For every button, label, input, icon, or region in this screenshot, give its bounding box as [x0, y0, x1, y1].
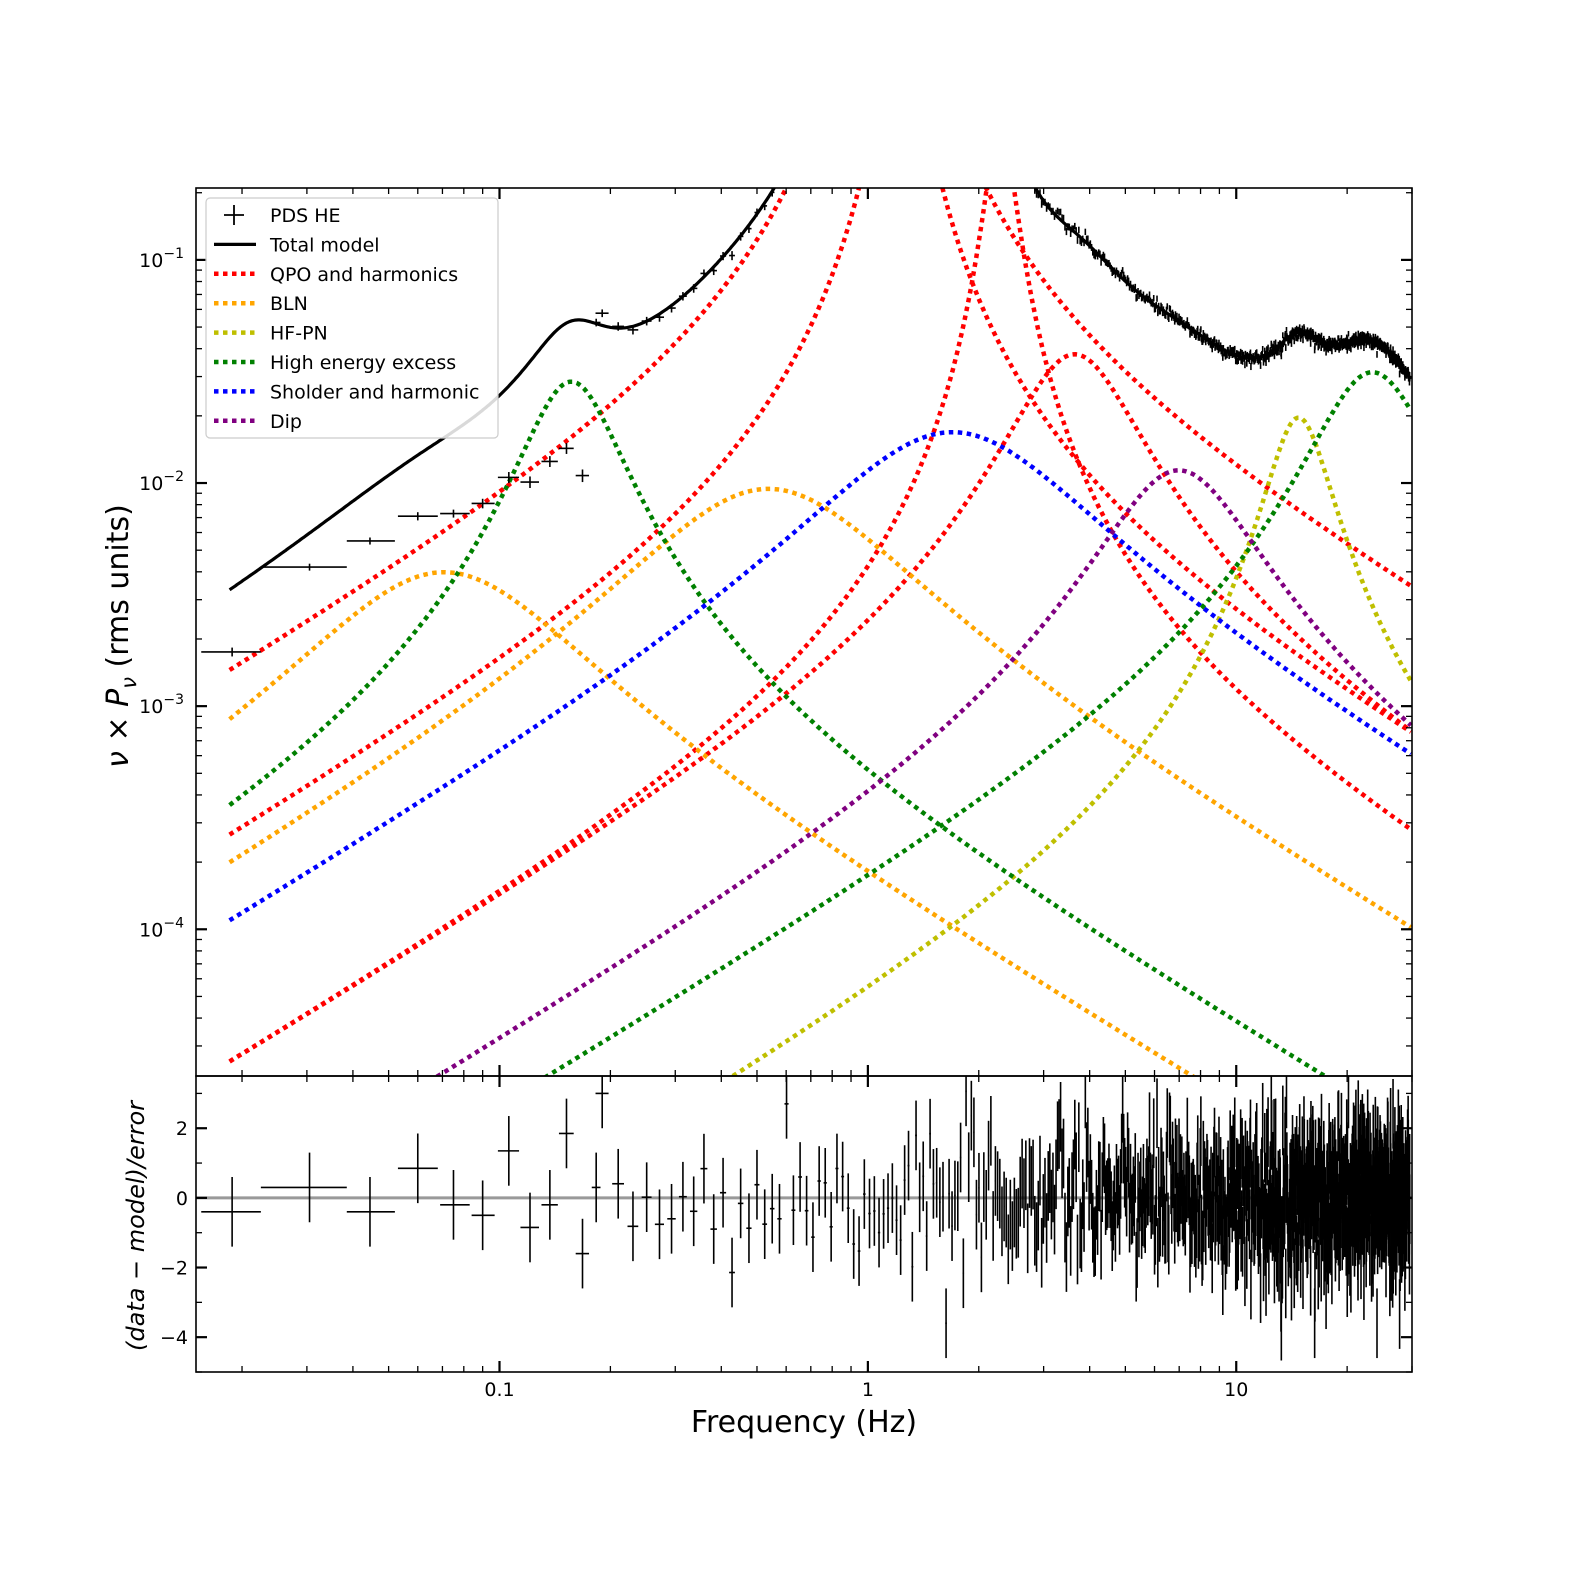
residual-points [201, 1076, 1411, 1361]
legend-item: High energy excess [214, 352, 456, 374]
top-panel: 10−1 10−2 10−3 10−4 PDS HE Total model QPO an… [139, 187, 1413, 1077]
bottom-plot-frame [195, 1075, 1413, 1373]
legend-label: Dip [270, 411, 302, 433]
component-curve-qpo-and-harmonics-3 [228, 352, 1412, 1064]
x-tick-label: 0.1 [484, 1379, 514, 1401]
legend-label: QPO and harmonics [270, 264, 458, 286]
legend-label: PDS HE [270, 205, 340, 227]
bottom-y-tick-labels: 2 0 −2 −4 [160, 1118, 188, 1349]
bottom-panel: 2 0 −2 −4 0.1 1 10 [160, 1075, 1413, 1401]
legend-item: Total model [214, 234, 380, 256]
bottom-y-axis-title: (data − model)/error [122, 1099, 150, 1351]
top-y-tick-labels: 10−1 10−2 10−3 10−4 [139, 246, 184, 941]
y-tick-label-top: 10−3 [139, 692, 184, 718]
y-tick-label-top: 10−4 [139, 915, 184, 941]
legend-item: BLN [214, 293, 308, 315]
y-tick-label-top: 10−2 [139, 469, 184, 495]
component-curve-bln-4 [228, 569, 1197, 1076]
top-y-axis-title: ν × Pν (rms units) [101, 504, 141, 768]
component-curve-high-energy-excess-8 [543, 370, 1412, 1076]
legend-item: HF-PN [214, 323, 328, 345]
legend: PDS HE Total model QPO and harmonics BLN HF-… [205, 197, 499, 439]
y-tick-label-bottom: −2 [160, 1258, 188, 1280]
legend-box [205, 197, 499, 439]
component-curve-qpo-and-harmonics-0 [228, 188, 1412, 672]
legend-item: Dip [214, 411, 302, 433]
legend-label: BLN [270, 293, 308, 315]
component-curve-high-energy-excess-7 [228, 379, 1330, 1076]
legend-item: QPO and harmonics [214, 264, 458, 286]
legend-label: Sholder and harmonic [270, 381, 479, 403]
legend-label: High energy excess [270, 352, 456, 374]
legend-label: HF-PN [270, 323, 328, 345]
x-tick-label: 1 [862, 1379, 874, 1401]
x-tick-labels: 0.1 1 10 [484, 1379, 1248, 1401]
y-tick-label-bottom: 0 [176, 1188, 188, 1210]
x-tick-label: 10 [1224, 1379, 1248, 1401]
component-curve-bln-5 [228, 486, 1412, 930]
component-curve-dip-10 [433, 468, 1412, 1076]
pds-data-points [201, 188, 1411, 657]
model-components [228, 188, 1412, 1076]
legend-item: PDS HE [224, 205, 340, 227]
y-tick-label-bottom: 2 [176, 1118, 188, 1140]
legend-item: Sholder and harmonic [214, 381, 479, 403]
y-tick-label-top: 10−1 [139, 246, 184, 272]
y-tick-label-bottom: −4 [160, 1327, 188, 1349]
component-curve-sholder-and-harmonic-9 [228, 429, 1412, 923]
x-axis-title: Frequency (Hz) [691, 1405, 917, 1440]
top-axis-ticks [196, 188, 1413, 1076]
component-curve-qpo-and-harmonics-2 [228, 188, 1412, 1064]
legend-label: Total model [269, 234, 380, 256]
